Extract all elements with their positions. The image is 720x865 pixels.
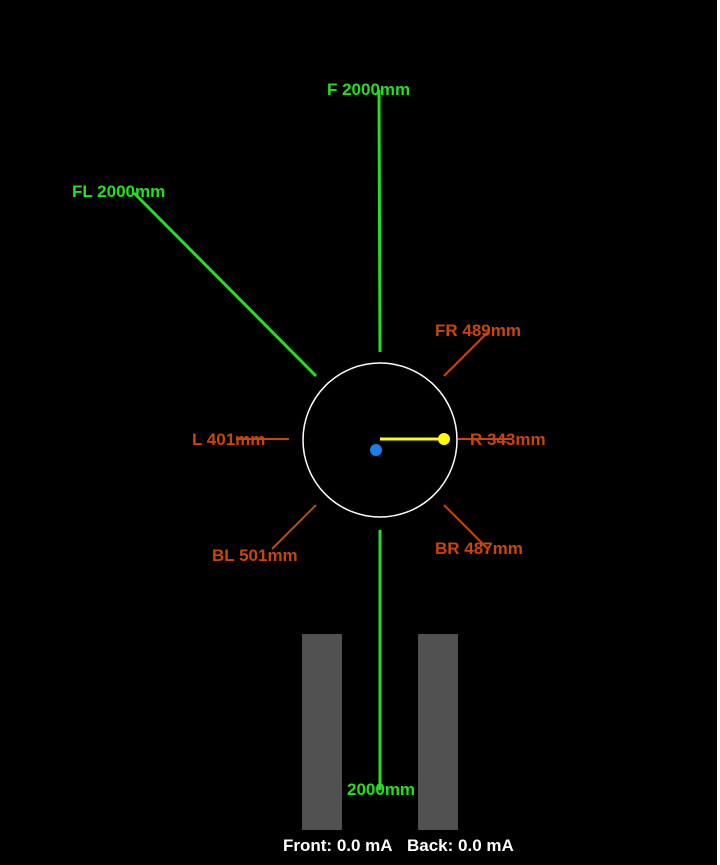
right-bumper-pad bbox=[418, 634, 458, 830]
front-sensor-label: F 2000mm bbox=[327, 80, 411, 99]
front-right-sensor-ray bbox=[443, 331, 489, 377]
front-left-sensor-ray bbox=[132, 191, 318, 378]
front-sensor-ray bbox=[377, 89, 382, 353]
robot-center-dot bbox=[370, 444, 382, 456]
right-sensor-label: R 343mm bbox=[470, 430, 546, 449]
robot-body-outline bbox=[302, 362, 458, 518]
back-left-sensor-label: BL 501mm bbox=[212, 546, 298, 565]
heading-indicator-dot bbox=[438, 433, 450, 445]
front-right-sensor-label: FR 489mm bbox=[435, 321, 521, 340]
front-current-readout: Front: 0.0 mA bbox=[283, 836, 393, 855]
back-left-sensor-ray bbox=[271, 504, 317, 550]
back-right-sensor-label: BR 487mm bbox=[435, 539, 523, 558]
front-left-sensor-label: FL 2000mm bbox=[72, 182, 166, 201]
back-right-sensor-ray bbox=[443, 504, 489, 550]
left-bumper-pad bbox=[302, 634, 342, 830]
back-sensor-label: 2000mm bbox=[347, 780, 416, 799]
back-current-readout: Back: 0.0 mA bbox=[407, 836, 514, 855]
left-sensor-label: L 401mm bbox=[192, 430, 266, 449]
